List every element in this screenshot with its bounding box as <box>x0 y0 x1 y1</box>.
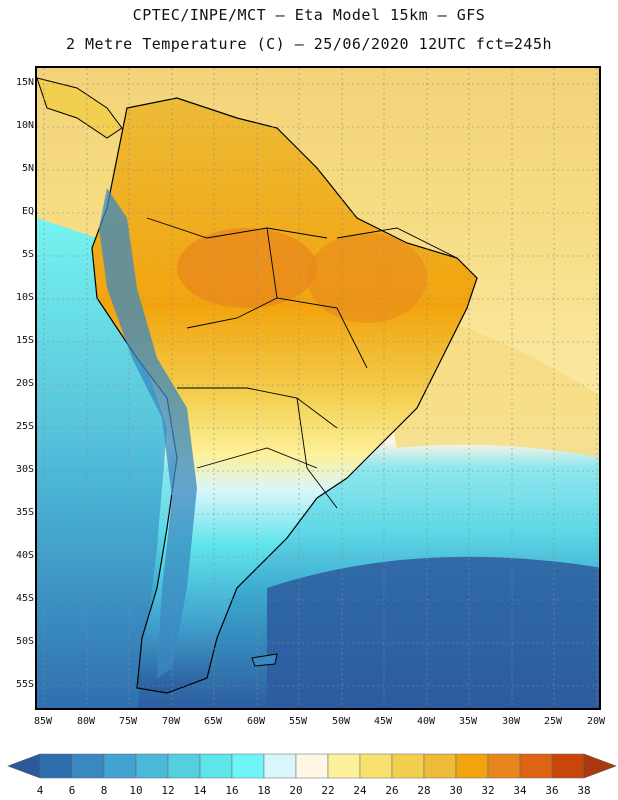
graticule <box>37 68 599 708</box>
country-borders <box>146 217 458 509</box>
colorbar-label-20: 20 <box>289 784 303 797</box>
lat-label-50s: 50S <box>15 636 34 647</box>
colorbar-swatch-15 <box>487 753 521 779</box>
lat-label-5s: 5S <box>21 249 34 260</box>
southern-ocean <box>267 556 599 708</box>
colorbar-swatch-10 <box>327 753 361 779</box>
chart-title-line-1: CPTEC/INPE/MCT – Eta Model 15km – GFS <box>132 6 486 24</box>
colorbar-label-34: 34 <box>513 784 527 797</box>
colorbar-swatch-16 <box>519 753 553 779</box>
colorbar-swatch-5 <box>167 753 201 779</box>
amazon-hot-core <box>177 228 317 308</box>
andes-cold-strip <box>99 188 197 678</box>
colorbar-swatch-1 <box>39 753 73 779</box>
lon-label-35w: 35W <box>458 716 478 727</box>
colorbar-label-8: 8 <box>100 784 108 797</box>
colorbar-label-32: 32 <box>481 784 495 797</box>
colorbar-swatch-13 <box>423 753 457 779</box>
temperature-map-svg <box>37 68 599 708</box>
colorbar-label-24: 24 <box>353 784 367 797</box>
chart-title-line-2: 2 Metre Temperature (C) – 25/06/2020 12U… <box>65 35 553 53</box>
colorbar-label-10: 10 <box>129 784 143 797</box>
colorbar-swatch-9 <box>295 753 329 779</box>
lat-label-10s: 10S <box>15 292 34 303</box>
colorbar-label-26: 26 <box>385 784 399 797</box>
lon-label-70w: 70W <box>161 716 181 727</box>
colorbar-label-18: 18 <box>257 784 271 797</box>
colorbar-swatch-3 <box>103 753 137 779</box>
lon-label-75w: 75W <box>118 716 138 727</box>
temperature-colorbar <box>7 753 617 779</box>
lat-label-25s: 25S <box>15 421 34 432</box>
central-brazil-hot-core <box>307 233 427 323</box>
colorbar-swatch-11 <box>359 753 393 779</box>
lon-label-45w: 45W <box>373 716 393 727</box>
lon-label-55w: 55W <box>288 716 308 727</box>
lon-label-65w: 65W <box>203 716 223 727</box>
colorbar-label-28: 28 <box>417 784 431 797</box>
colorbar-label-36: 36 <box>545 784 559 797</box>
colorbar-swatch-6 <box>199 753 233 779</box>
lat-label-5n: 5N <box>21 163 34 174</box>
colorbar-label-12: 12 <box>161 784 175 797</box>
lat-label-20s: 20S <box>15 378 34 389</box>
lat-label-15n: 15N <box>15 77 34 88</box>
colorbar-swatch-17 <box>551 753 585 779</box>
colorbar-label-4: 4 <box>36 784 44 797</box>
colorbar-label-16: 16 <box>225 784 239 797</box>
lon-label-80w: 80W <box>76 716 96 727</box>
central-america-land <box>37 77 123 139</box>
lat-label-eq: EQ <box>21 206 34 217</box>
colorbar-high-arrow <box>583 753 617 779</box>
colorbar-label-30: 30 <box>449 784 463 797</box>
lat-label-45s: 45S <box>15 593 34 604</box>
lon-label-30w: 30W <box>501 716 521 727</box>
lon-label-20w: 20W <box>586 716 606 727</box>
lon-label-50w: 50W <box>331 716 351 727</box>
falkland-islands <box>251 653 278 667</box>
lon-label-25w: 25W <box>543 716 563 727</box>
lat-label-55s: 55S <box>15 679 34 690</box>
colorbar-swatch-7 <box>231 753 265 779</box>
colorbar-swatch-8 <box>263 753 297 779</box>
lon-label-60w: 60W <box>246 716 266 727</box>
lat-label-10n: 10N <box>15 120 34 131</box>
lat-label-40s: 40S <box>15 550 34 561</box>
colorbar-swatch-2 <box>71 753 105 779</box>
colorbar-label-22: 22 <box>321 784 335 797</box>
colorbar-swatch-12 <box>391 753 425 779</box>
temperature-map <box>35 66 601 710</box>
lon-label-40w: 40W <box>416 716 436 727</box>
colorbar-swatch-4 <box>135 753 169 779</box>
pacific-ocean <box>37 218 167 708</box>
colorbar-label-14: 14 <box>193 784 207 797</box>
lat-label-30s: 30S <box>15 464 34 475</box>
lat-label-15s: 15S <box>15 335 34 346</box>
colorbar-low-arrow <box>7 753 41 779</box>
lon-label-85w: 85W <box>33 716 53 727</box>
lat-label-35s: 35S <box>15 507 34 518</box>
colorbar-label-38: 38 <box>577 784 591 797</box>
colorbar-label-6: 6 <box>68 784 76 797</box>
colorbar-swatch-14 <box>455 753 489 779</box>
